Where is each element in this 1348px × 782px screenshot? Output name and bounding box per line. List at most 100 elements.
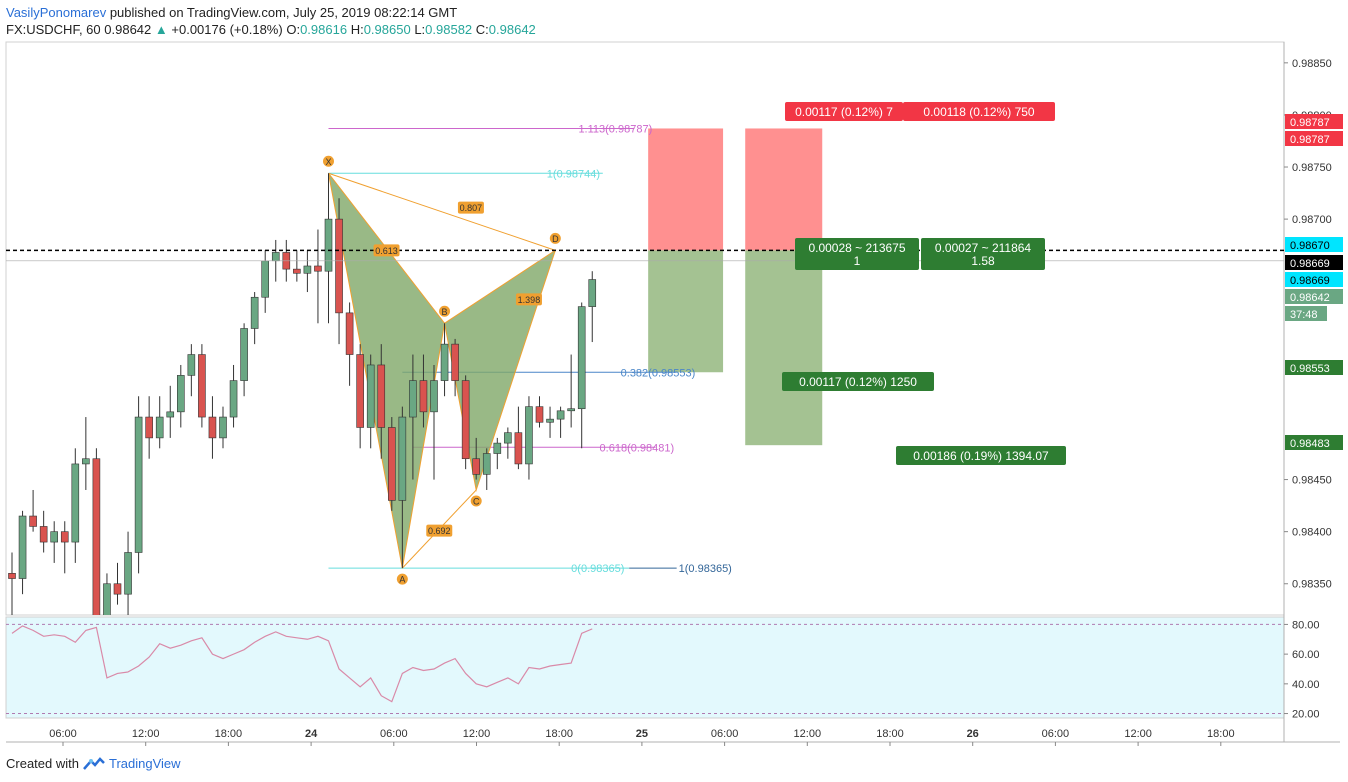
price-axis-tag [1285,435,1343,450]
price-axis-tag [1285,306,1327,321]
pattern-ratio-box [457,201,484,214]
candle [546,406,554,438]
candle-body [504,432,512,444]
candle-body [567,408,575,412]
candle-body [398,416,407,501]
pattern-point-marker [396,573,408,585]
pattern-line-xd [328,172,556,251]
take-profit-zone [745,250,823,446]
pattern-point-marker [470,495,482,507]
candle [187,344,196,397]
candle [50,521,59,563]
candle-body [451,343,459,381]
candle-body [113,583,122,595]
candle [29,489,37,532]
candle-body [514,432,523,465]
candle-body [50,531,59,543]
candle-body [155,416,164,439]
candle [482,448,491,490]
pattern-point-label: D [552,234,559,244]
entry-label-text: 1 [854,254,861,268]
candle [145,396,153,459]
candle-body [250,296,259,329]
time-tick-label: 06:00 [380,728,408,740]
candle [219,406,227,449]
candle-body [546,418,554,423]
candle-body [60,531,69,543]
created-with-text: Created with [6,756,79,771]
price-axis-tag-text: 0.98669 [1290,258,1330,270]
candle-body [387,427,396,501]
candle [493,437,502,470]
price-pane-content [8,127,823,615]
price-axis-tag-text: 0.98670 [1290,240,1330,252]
candle-body [535,406,544,423]
price-axis-tag [1285,272,1343,287]
pattern-point-label: B [442,307,448,317]
price-tick-label: 0.98400 [1292,527,1332,539]
price-axis-tag [1285,255,1343,270]
price-axis-tag-text: 0.98787 [1290,117,1330,129]
candle [577,302,586,449]
price-axis-tag-text: 0.98669 [1290,275,1330,287]
candle [155,396,164,449]
candle-body [177,375,185,413]
candle [324,173,333,324]
rsi-line [11,625,593,703]
author-link[interactable]: VasilyPonomarev [6,5,107,20]
pattern-ratio-box [515,293,542,306]
rsi-pane [5,616,1285,719]
entry-label-text: 0.00028 ~ 213675 [808,241,905,255]
candle [293,250,301,282]
target-label-text: 0.00117 (0.12%) 1250 [799,375,917,389]
entry-label-box [921,238,1045,270]
price-tick-label: 0.98850 [1292,58,1332,70]
open-value: 0.98616 [300,22,348,37]
time-tick-label: 25 [636,728,648,740]
fib-level-label: 1(0.98365) [679,563,732,575]
candle-body [229,380,238,418]
pattern-point-label: A [399,575,405,585]
price-axis-tag [1285,237,1343,252]
candle [113,562,122,605]
candle-body [324,218,333,272]
up-arrow-icon: ▲ [154,22,168,37]
fib-level-label: 1.113(0.98787) [578,123,652,135]
candle [103,573,111,615]
time-tick-label: 18:00 [1207,728,1235,740]
price-axis-tag-text: 0.98483 [1290,438,1330,450]
candle-body [240,328,248,381]
candle [504,427,512,459]
time-tick-label: 06:00 [1042,728,1070,740]
candle-body [482,453,491,475]
time-tick-label: 12:00 [132,728,160,740]
time-tick-label: 18:00 [545,728,573,740]
take-profit-zone [648,250,724,373]
time-tick-label: 26 [967,728,979,740]
candle [472,437,481,480]
time-tick-label: 24 [305,728,318,740]
pattern-point-marker [439,305,451,317]
low-value: 0.98582 [425,22,473,37]
candle [356,344,364,449]
candle [39,510,48,553]
pattern-ratio-box [373,244,400,257]
time-tick-label: 18:00 [876,728,904,740]
low-label: L: [414,22,426,37]
candle [177,364,185,428]
pattern-point-marker [549,232,561,244]
candle [451,338,459,397]
candle-body [293,268,301,274]
symbol-name[interactable]: FX:USDCHF, 60 [6,22,101,37]
candle [60,521,69,574]
tradingview-brand[interactable]: TradingView [108,756,181,771]
price-tick-label: 0.98700 [1292,214,1332,226]
time-tick-label: 18:00 [215,728,243,740]
high-value: 0.98650 [363,22,411,37]
fib-level-label: 0.382(0.98553) [621,367,696,379]
candle-body [145,416,153,439]
time-tick-label: 12:00 [1124,728,1152,740]
close-value: 0.98642 [488,22,536,37]
candle [82,417,90,490]
